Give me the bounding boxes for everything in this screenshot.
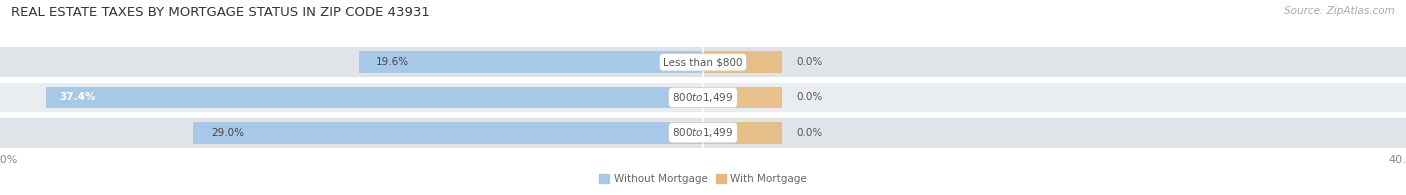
Text: $800 to $1,499: $800 to $1,499 [672, 126, 734, 139]
Bar [359, 51, 703, 73]
Text: Source: ZipAtlas.com: Source: ZipAtlas.com [1284, 6, 1395, 16]
Text: $800 to $1,499: $800 to $1,499 [672, 91, 734, 104]
Text: 19.6%: 19.6% [375, 57, 409, 67]
Text: 29.0%: 29.0% [211, 128, 243, 138]
Bar [0, 47, 1406, 77]
Text: 0.0%: 0.0% [796, 92, 823, 103]
Text: 37.4%: 37.4% [59, 92, 96, 103]
Text: REAL ESTATE TAXES BY MORTGAGE STATUS IN ZIP CODE 43931: REAL ESTATE TAXES BY MORTGAGE STATUS IN … [11, 6, 430, 19]
Legend: Without Mortgage, With Mortgage: Without Mortgage, With Mortgage [595, 170, 811, 188]
Bar [194, 122, 703, 144]
Text: 0.0%: 0.0% [796, 128, 823, 138]
Bar [703, 51, 782, 73]
Bar [703, 122, 782, 144]
Bar [46, 87, 703, 108]
Bar [0, 82, 1406, 113]
Text: 0.0%: 0.0% [796, 57, 823, 67]
Text: Less than $800: Less than $800 [664, 57, 742, 67]
Bar [703, 87, 782, 108]
Bar [0, 118, 1406, 148]
